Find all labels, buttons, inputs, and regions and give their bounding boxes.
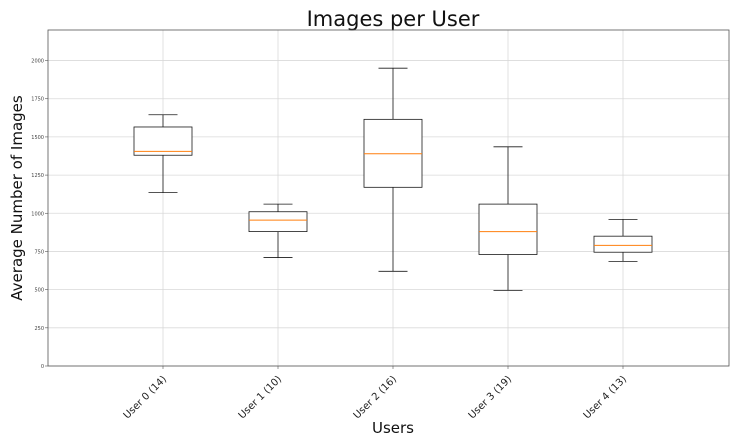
y-tick-label: 250 — [34, 326, 44, 332]
box-iqr — [248, 211, 308, 232]
grid-layer — [48, 30, 729, 367]
x-tick-label: User 2 (16) — [352, 374, 399, 421]
y-tick-label: 2000 — [31, 59, 44, 65]
x-tick-label: User 0 (14) — [122, 374, 169, 421]
box-iqr — [133, 126, 193, 156]
x-tick-label: User 4 (13) — [582, 374, 629, 421]
plot-frame — [47, 29, 730, 367]
y-tick-label: 1750 — [31, 97, 44, 103]
tick-layer: 0 250 500 750 1000 1250 1500 1750 2000 User 0 (14… — [31, 59, 629, 422]
chart-title: Images per User — [307, 7, 480, 31]
y-tick-label: 1000 — [31, 211, 44, 217]
y-tick-label: 750 — [34, 249, 44, 255]
x-tick-label: User 1 (10) — [237, 374, 284, 421]
y-tick-label: 1500 — [31, 135, 44, 141]
y-tick-label: 1250 — [31, 173, 44, 179]
y-axis-label: Average Number of Images — [8, 95, 26, 301]
y-tick-label: 0 — [41, 364, 44, 370]
x-tick-label: User 3 (19) — [467, 374, 514, 421]
box-layer — [133, 67, 653, 291]
box-iqr — [593, 235, 653, 253]
box-iqr — [478, 203, 538, 255]
x-axis-label: Users — [372, 419, 414, 434]
y-tick-label: 500 — [34, 288, 44, 294]
